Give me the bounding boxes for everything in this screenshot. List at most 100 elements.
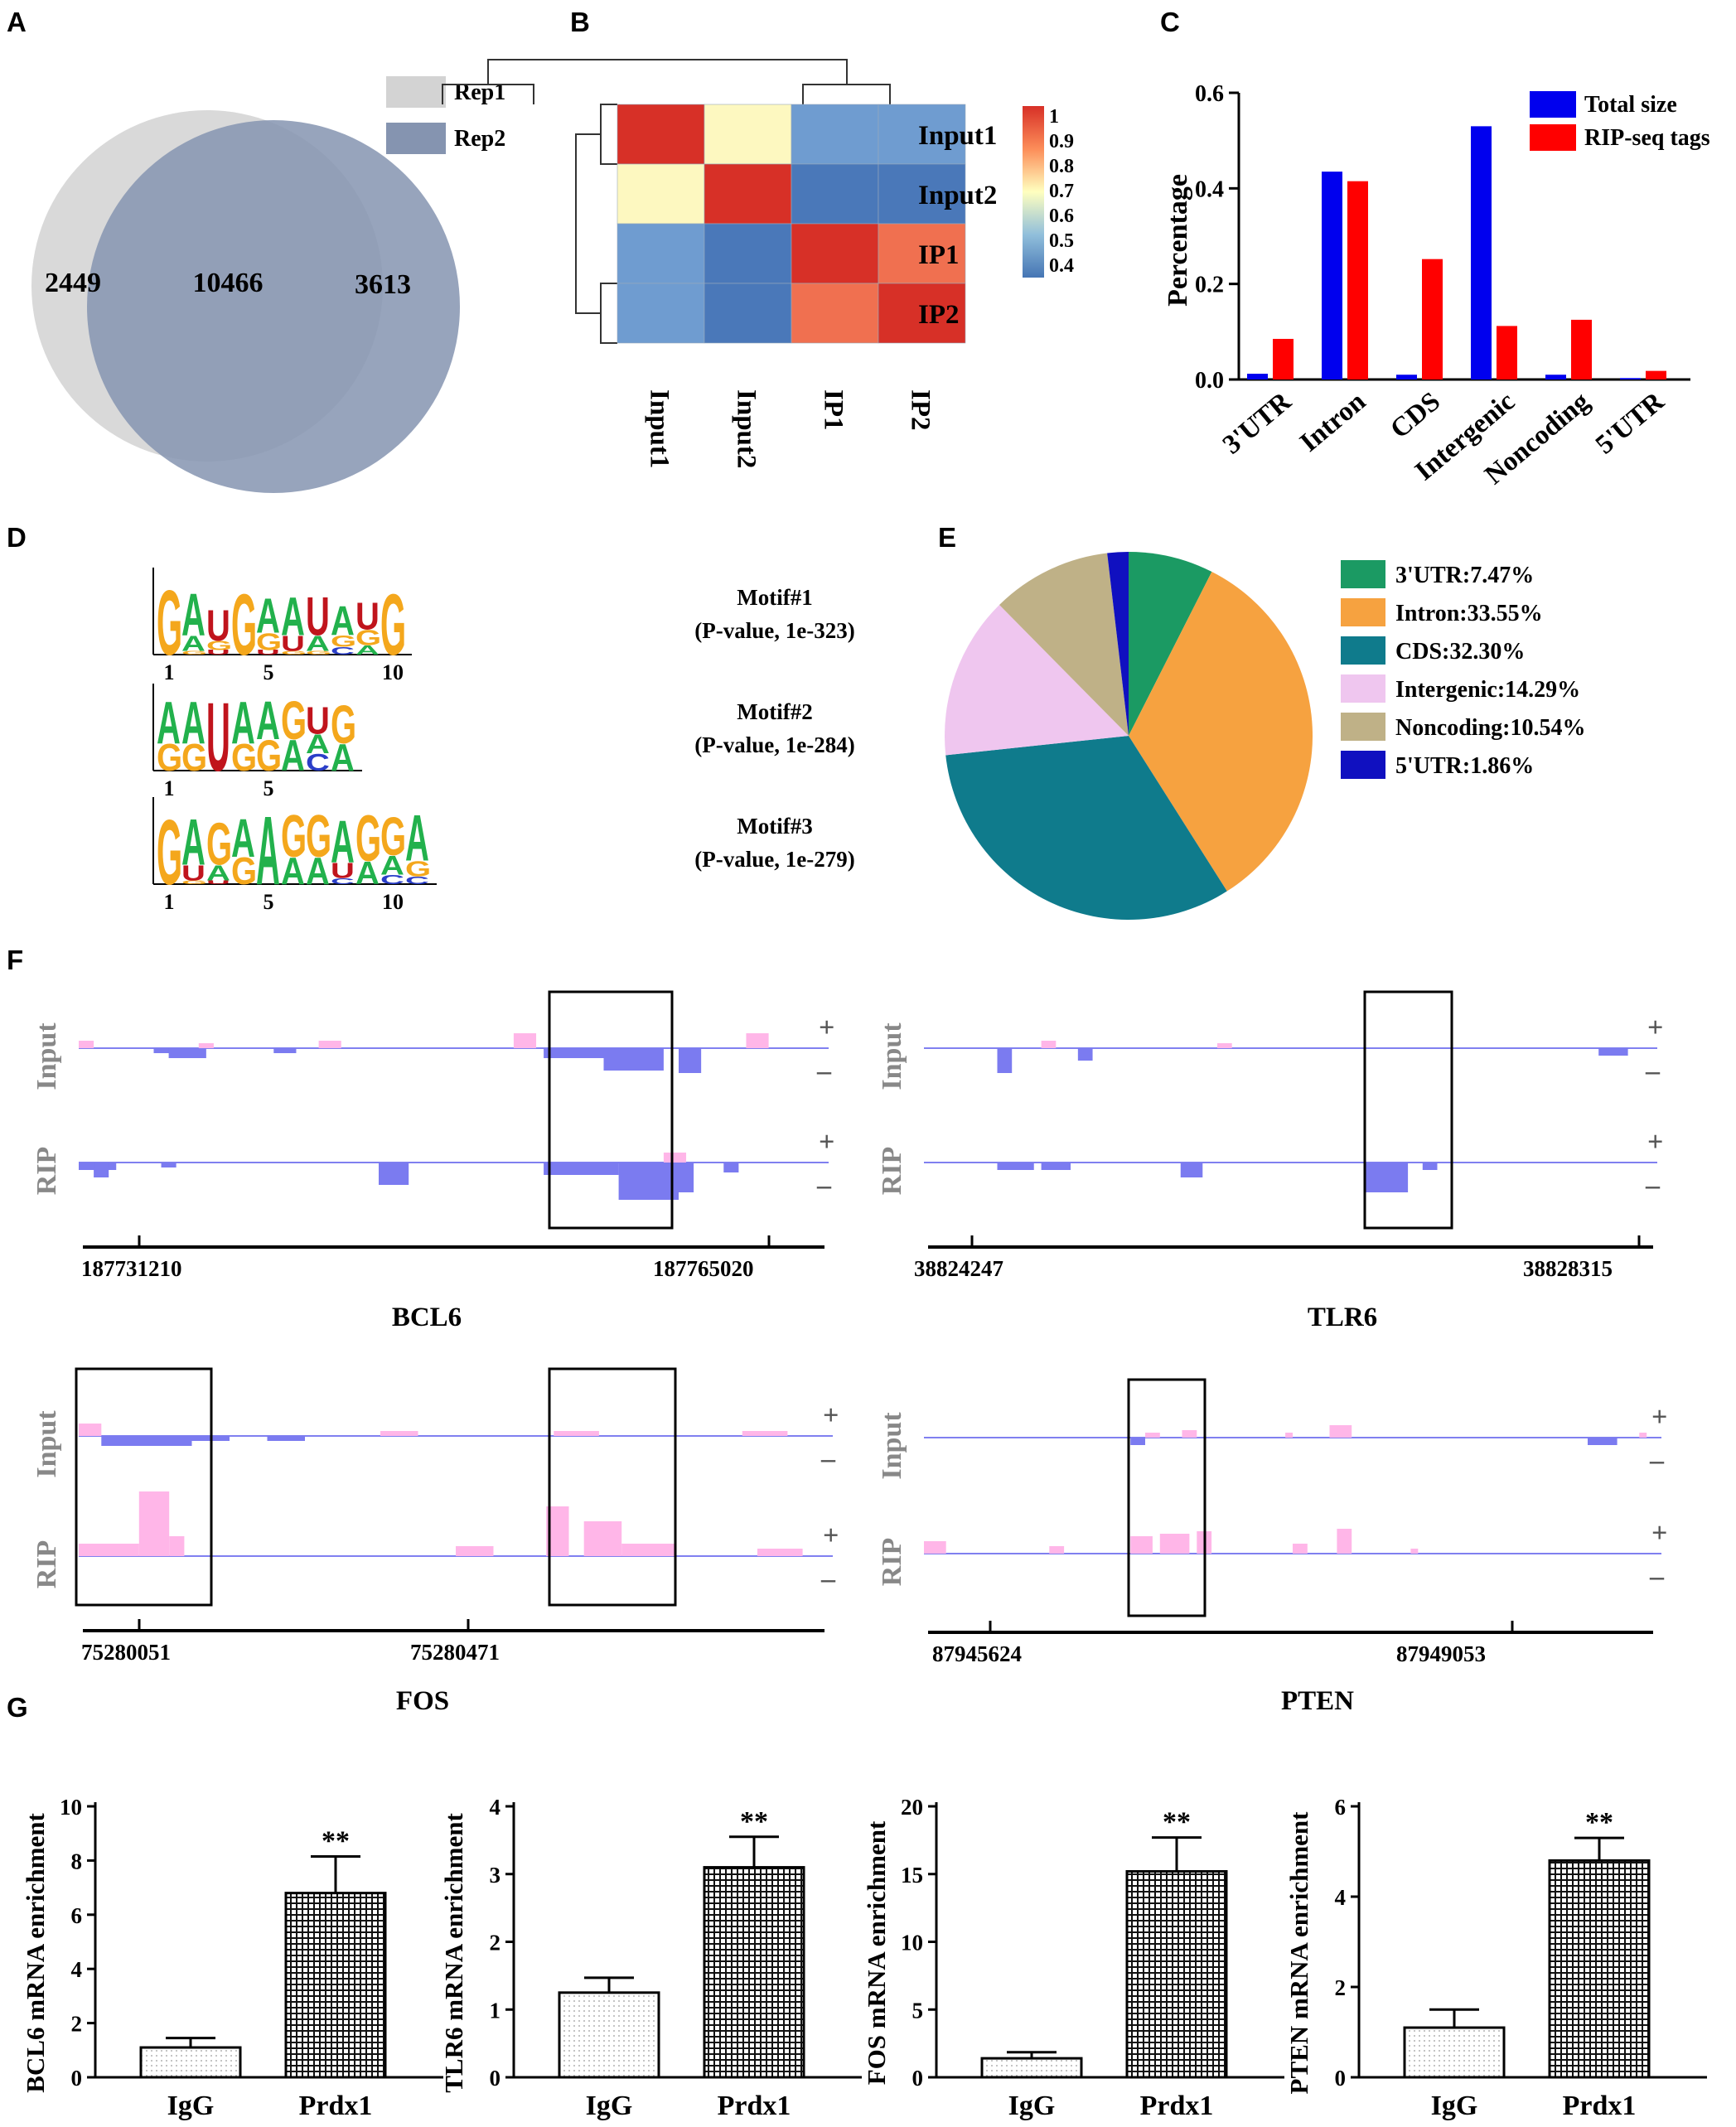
pie-slices [945,552,1313,920]
enrichment-y-tick-label: 0 [490,2066,501,2091]
motif-letter: A [306,631,330,655]
track-signal-bar [267,1436,305,1441]
track-signal-bar [1159,1534,1190,1554]
legend-swatch-total-size [1530,91,1576,118]
heatmap-row-label: Input2 [918,181,997,210]
bar-c-x-label: 3'UTR [1217,386,1298,461]
motif-letter: G [331,631,356,650]
motif-letter: G [281,803,307,869]
enrichment-y-tick-label: 20 [901,1795,923,1820]
enrichment-x-label: Prdx1 [1563,2091,1637,2121]
panel-label-g: G [7,1692,28,1723]
enrichment-bar [139,2046,242,2079]
heatmap-row-label: IP1 [918,240,960,270]
heatmap-cell [791,223,879,284]
track-signal-bar [456,1546,494,1556]
pie-slice [945,605,1129,756]
bar-c-y-ticks: 0.0 0.2 0.4 0.6 [1195,81,1239,394]
motif-letter: G [331,694,356,756]
track-signal-bar [1285,1433,1293,1438]
enrichment-x-label: IgG [1431,2091,1478,2121]
enrichment-bar [980,2057,1083,2079]
legend-label-rep1: Rep1 [454,80,505,105]
pie-legend-label: Noncoding:10.54% [1395,715,1585,741]
enrichment-chart: 0 1 2 3 4 IgG Prdx1 ** TLR6 mRNA enrichment [439,1795,862,2121]
track-signal-bar [318,1041,341,1048]
highlight-box [548,1367,677,1607]
track-row-label: Input [31,1410,62,1478]
bar-c-x-label: CDS [1385,387,1446,445]
enrichment-x-label: Prdx1 [1140,2091,1214,2121]
enrichment-y-tick-label: 4 [71,1957,83,1982]
enrichment-x-label: Prdx1 [718,2091,791,2121]
colorbar-tick-label: 1 [1049,106,1059,128]
heatmap-cell [704,223,792,284]
track-signal-bar [168,1048,206,1058]
panel-label-a: A [7,7,27,37]
pie-legend-label: 3'UTR:7.47% [1395,563,1534,588]
heatmap-column-label: Input1 [645,389,675,468]
track-signal-bar [663,1153,687,1163]
track-row-label: Input [877,1412,907,1480]
track-bcl6: + – + – Input RIP 187731210 187765020 BCL6 [31,990,834,1332]
track-signal-bar [1049,1546,1065,1554]
heatmap-cell [617,223,705,284]
motif-letter: A [256,588,280,644]
pie-legend-label: CDS:32.30% [1395,639,1525,665]
enrichment-y-tick-label: 0 [912,2066,924,2091]
track-signal-bar [723,1163,739,1172]
motif-letter: U [355,596,380,638]
track-signal-bar [1293,1544,1308,1554]
colorbar-tick-label: 0.7 [1049,181,1074,202]
track-coord-start: 38824247 [914,1256,1003,1281]
bar-c-bar [1571,319,1592,379]
panel-label-f: F [7,945,23,975]
pie-slice [999,553,1129,736]
motif-letter: C [405,875,429,887]
enrichment-chart: 0 5 10 15 20 IgG Prdx1 ** FOS mRNA enrichment [862,1795,1284,2121]
bar-c-bar [1646,370,1666,379]
motif-tick-label: 5 [264,890,274,914]
motif-letter: A [281,850,305,892]
motif-letter: G [281,690,307,752]
motif-letter: A [306,729,330,760]
enrichment-y-tick-label: 2 [490,1931,501,1955]
bar-c-y-tick-label: 0.6 [1195,81,1224,107]
motif-letter: G [256,629,282,655]
heatmap-cells [617,104,966,344]
heatmap-cell [791,283,879,344]
strand-plus: + [819,1013,834,1043]
motif-letter: U [306,700,330,742]
highlight-box [1127,1378,1206,1617]
track-signal-bar [1364,1163,1409,1192]
track-row-label: RIP [877,1538,907,1587]
track-signal-bar [1041,1041,1057,1048]
track-row-label: RIP [31,1540,62,1589]
legend-swatch-rep2 [386,123,446,154]
heatmap-cell [704,104,792,165]
bar-c-bar [1422,259,1443,379]
enrichment-bar [703,1866,805,2079]
motif-letter: U [181,861,206,885]
motif-letter: A [405,803,429,875]
enrichment-y-tick-label: 5 [912,1998,924,2023]
motif-letter: U [206,602,230,650]
motif-letter: A [231,689,255,756]
track-tlr6: + – + – Input RIP 38824247 38828315 TLR6 [877,990,1663,1332]
motif-letter: G [181,737,207,779]
legend-label-total-size: Total size [1584,92,1677,118]
motif-letter: C [380,873,404,887]
track-signal-bar [554,1431,599,1436]
strand-plus: + [819,1127,834,1158]
track-signal-bar [1337,1529,1352,1554]
strand-minus: – [1645,1170,1661,1201]
bar-c-y-tick-label: 0.0 [1195,368,1224,394]
track-signal-bar [924,1541,946,1554]
pie-slice [945,736,1227,920]
track-signal-bar [618,1163,679,1200]
colorbar [1023,106,1044,278]
enrichment-y-tick-label: 10 [60,1795,82,1820]
pie-slice [1129,552,1212,736]
